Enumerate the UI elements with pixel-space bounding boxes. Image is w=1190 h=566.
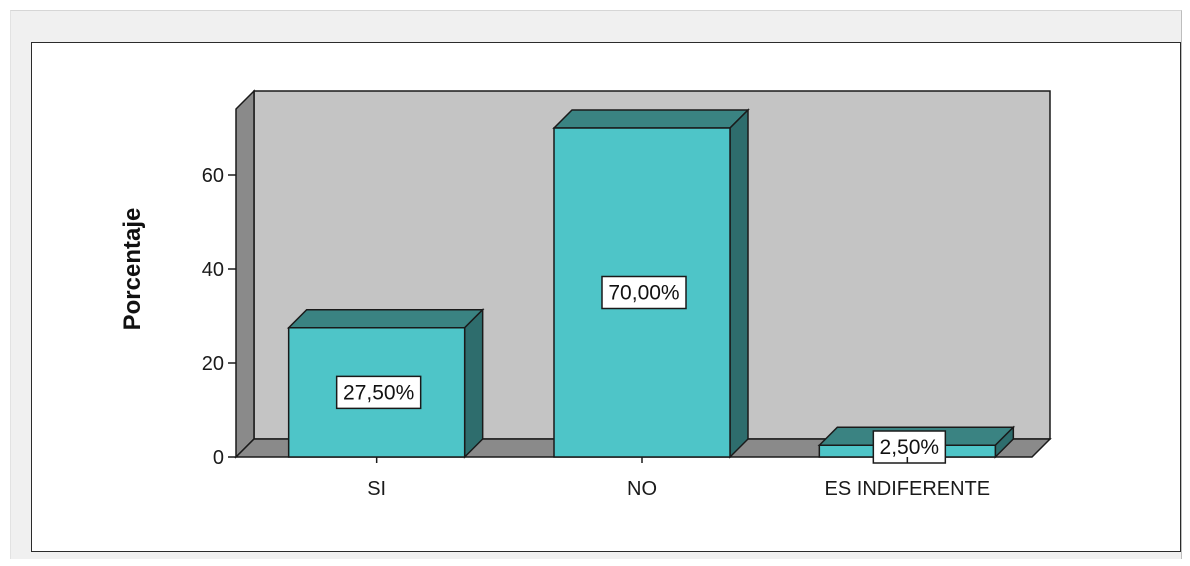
x-tick-label: NO — [627, 478, 657, 500]
y-tick-label: 40 — [202, 259, 224, 281]
bar: 2,50% — [817, 425, 1016, 464]
left-wall — [235, 89, 255, 459]
y-axis: 0 20 40 60 — [202, 165, 236, 469]
bar-top — [552, 109, 750, 129]
y-tick-label: 60 — [202, 165, 224, 187]
y-tick-label: 20 — [202, 353, 224, 375]
data-label-box — [335, 375, 422, 410]
bar-side — [729, 108, 749, 459]
data-label-box — [601, 275, 687, 310]
data-label: 70,00% — [608, 282, 679, 305]
bar-top — [286, 309, 485, 329]
bar: 70,00% — [552, 108, 750, 459]
bars: 27,50% 70,00% 2,50% — [286, 108, 1016, 464]
y-axis-title: Porcentaje — [119, 208, 146, 331]
x-tick-label: ES INDIFERENTE — [825, 478, 991, 500]
x-axis: SI NO ES INDIFERENTE — [367, 457, 990, 500]
data-label: 2,50% — [880, 436, 940, 459]
chart-frame: 0 20 40 60 27,50% 70,00% 2,50% SI NO ES INDIFER… — [31, 42, 1181, 552]
data-label: 27,50% — [343, 381, 414, 404]
data-label-box — [872, 430, 947, 464]
x-tick-label: SI — [367, 478, 386, 500]
bar-chart: 0 20 40 60 27,50% 70,00% 2,50% SI NO ES INDIFER… — [119, 89, 1052, 500]
bar-side — [463, 307, 484, 459]
y-tick-label: 0 — [213, 447, 224, 469]
bar: 27,50% — [286, 307, 485, 459]
